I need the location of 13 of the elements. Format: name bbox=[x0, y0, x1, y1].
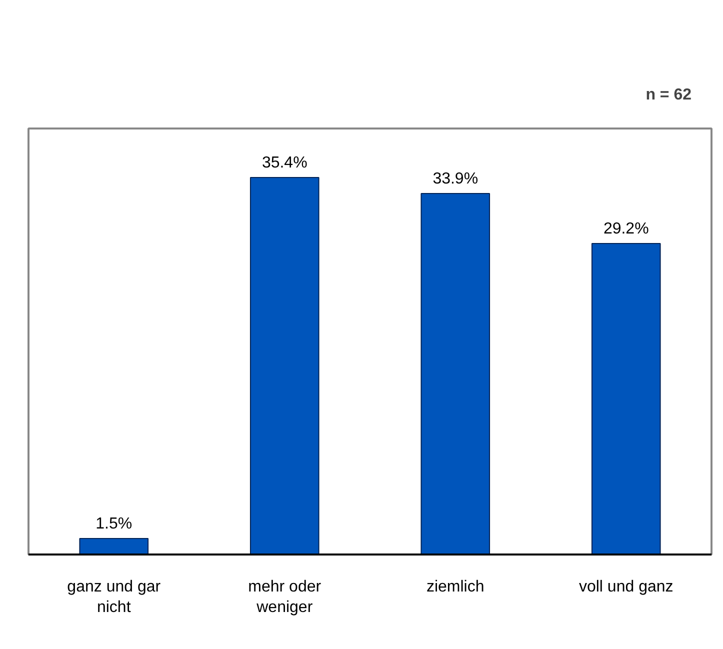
x-tick-label: ganz und gar nicht bbox=[67, 578, 162, 616]
bar bbox=[250, 176, 320, 554]
data-label: 35.4% bbox=[262, 154, 308, 172]
x-tick-label: ziemlich bbox=[426, 578, 484, 596]
x-tick-label: voll und ganz bbox=[578, 578, 674, 596]
x-tick-label: mehr oder weniger bbox=[248, 578, 322, 616]
data-label: 29.2% bbox=[603, 220, 649, 238]
text: n = 62 bbox=[646, 86, 692, 104]
data-label: 1.5% bbox=[96, 516, 132, 533]
bar bbox=[420, 192, 490, 554]
bar bbox=[79, 538, 149, 554]
data-label: 33.9% bbox=[432, 170, 478, 188]
bar bbox=[591, 243, 661, 554]
